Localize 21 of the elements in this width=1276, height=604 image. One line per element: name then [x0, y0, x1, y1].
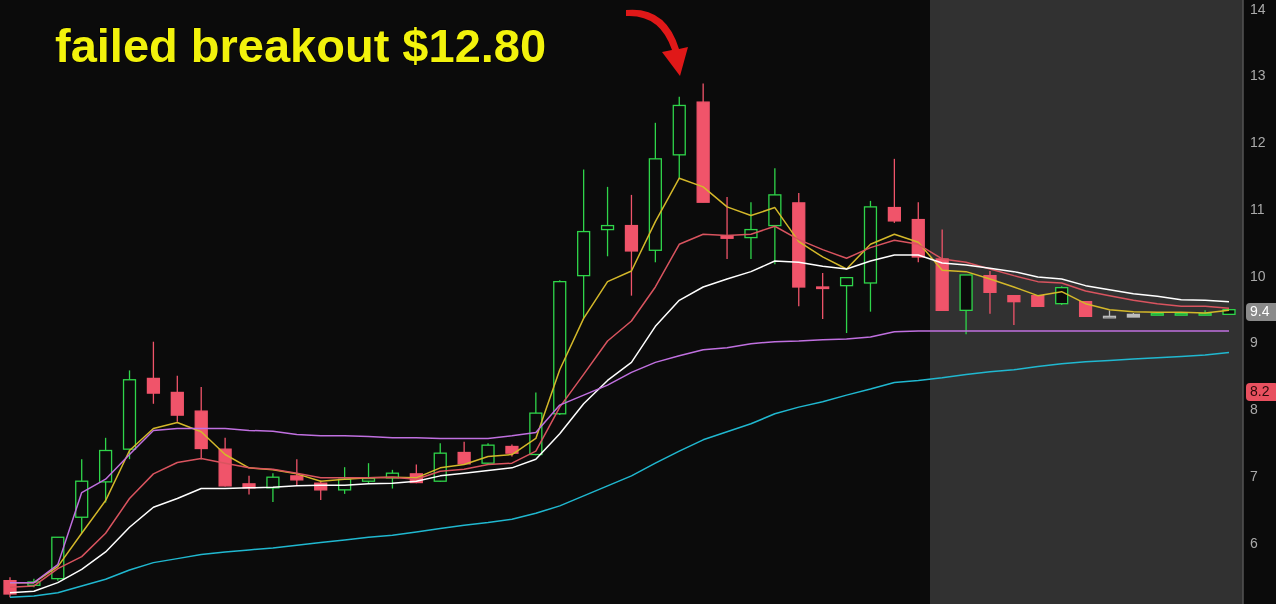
- y-tick-label: 9: [1250, 334, 1258, 351]
- candlestick: [816, 272, 830, 320]
- candlestick: [887, 158, 901, 224]
- y-tick-label: 6: [1250, 534, 1258, 551]
- text: 8.2: [1250, 382, 1270, 399]
- chart-title: failed breakout $12.80: [55, 19, 547, 72]
- candlestick: [983, 270, 997, 315]
- candlestick: [290, 458, 304, 486]
- candlestick: [839, 276, 854, 334]
- candlestick: [146, 341, 161, 405]
- candlestick: [1007, 294, 1021, 326]
- y-tick-label: 14: [1250, 0, 1266, 17]
- y-tick-label: 7: [1250, 467, 1258, 484]
- candlestick: [170, 375, 184, 423]
- y-tick-label: 10: [1250, 267, 1266, 284]
- y-tick-label: 8: [1250, 401, 1258, 418]
- y-tick-label: 13: [1250, 67, 1266, 84]
- candlestick: [600, 186, 615, 257]
- y-tick-label: 11: [1250, 200, 1265, 217]
- y-tick-label: 12: [1250, 134, 1266, 151]
- text: 9.4: [1250, 302, 1270, 319]
